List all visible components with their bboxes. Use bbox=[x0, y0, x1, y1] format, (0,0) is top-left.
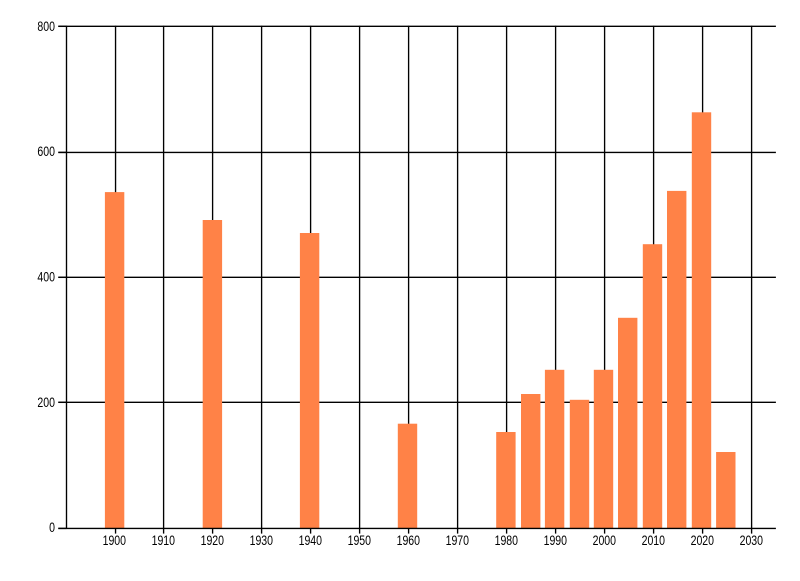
svg-text:1950: 1950 bbox=[348, 533, 372, 549]
svg-text:1990: 1990 bbox=[544, 533, 568, 549]
svg-text:1920: 1920 bbox=[201, 533, 225, 549]
svg-text:2000: 2000 bbox=[593, 533, 617, 549]
svg-text:1980: 1980 bbox=[495, 533, 519, 549]
svg-text:1910: 1910 bbox=[152, 533, 176, 549]
svg-text:2020: 2020 bbox=[691, 533, 715, 549]
svg-text:0: 0 bbox=[49, 520, 55, 536]
svg-text:2030: 2030 bbox=[740, 533, 764, 549]
svg-text:1970: 1970 bbox=[446, 533, 470, 549]
svg-text:800: 800 bbox=[37, 19, 55, 35]
svg-text:1940: 1940 bbox=[299, 533, 323, 549]
svg-text:200: 200 bbox=[37, 395, 55, 411]
svg-text:600: 600 bbox=[37, 144, 55, 160]
svg-text:1960: 1960 bbox=[397, 533, 421, 549]
svg-text:400: 400 bbox=[37, 269, 55, 285]
svg-text:2010: 2010 bbox=[642, 533, 666, 549]
svg-text:1930: 1930 bbox=[250, 533, 274, 549]
svg-text:1900: 1900 bbox=[103, 533, 127, 549]
